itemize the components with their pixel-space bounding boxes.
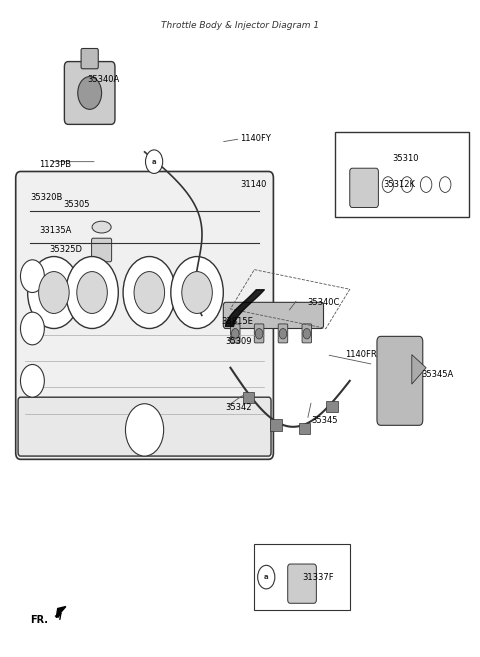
Text: 35340C: 35340C — [307, 298, 339, 307]
FancyBboxPatch shape — [302, 324, 312, 343]
Text: 1140FR: 1140FR — [345, 350, 377, 359]
FancyBboxPatch shape — [278, 324, 288, 343]
Text: 33815E: 33815E — [221, 317, 253, 327]
Bar — [254, 545, 350, 610]
Circle shape — [279, 328, 287, 339]
Text: a: a — [264, 574, 268, 580]
Text: 31140: 31140 — [240, 180, 266, 189]
Bar — [336, 132, 469, 217]
Text: 31337F: 31337F — [302, 573, 334, 581]
Circle shape — [382, 177, 394, 193]
Circle shape — [66, 256, 118, 328]
Circle shape — [28, 256, 80, 328]
Text: 35345A: 35345A — [421, 370, 454, 379]
Bar — [326, 401, 337, 413]
Text: 33135A: 33135A — [39, 226, 72, 235]
Circle shape — [21, 312, 44, 345]
FancyBboxPatch shape — [230, 324, 240, 343]
Circle shape — [145, 150, 163, 173]
Text: 1123PB: 1123PB — [39, 160, 72, 170]
Circle shape — [125, 404, 164, 456]
Circle shape — [303, 328, 311, 339]
FancyBboxPatch shape — [254, 324, 264, 343]
FancyBboxPatch shape — [223, 302, 324, 328]
FancyBboxPatch shape — [18, 397, 271, 456]
Circle shape — [171, 256, 223, 328]
Bar — [299, 422, 310, 434]
Circle shape — [440, 177, 451, 193]
Text: 35342: 35342 — [226, 403, 252, 411]
Text: 35312K: 35312K — [383, 180, 415, 189]
Text: a: a — [152, 159, 156, 165]
Text: 35320B: 35320B — [30, 193, 62, 202]
Text: 35310: 35310 — [393, 154, 419, 163]
FancyBboxPatch shape — [16, 171, 274, 459]
FancyBboxPatch shape — [288, 564, 316, 603]
Circle shape — [78, 77, 102, 109]
Text: FR.: FR. — [30, 615, 48, 625]
Polygon shape — [412, 355, 426, 384]
Ellipse shape — [92, 221, 111, 233]
Text: 1140FY: 1140FY — [240, 134, 271, 143]
Circle shape — [231, 328, 239, 339]
Circle shape — [258, 565, 275, 589]
Text: 35340A: 35340A — [87, 76, 120, 84]
Circle shape — [77, 271, 108, 313]
Circle shape — [255, 328, 263, 339]
Circle shape — [401, 177, 413, 193]
Circle shape — [182, 271, 212, 313]
Text: Throttle Body & Injector Diagram 1: Throttle Body & Injector Diagram 1 — [161, 21, 319, 30]
FancyBboxPatch shape — [64, 62, 115, 124]
Circle shape — [134, 271, 165, 313]
Bar — [242, 392, 254, 403]
Circle shape — [38, 271, 69, 313]
Circle shape — [21, 260, 44, 292]
Text: 35345: 35345 — [312, 416, 338, 424]
Text: 35309: 35309 — [226, 337, 252, 346]
Polygon shape — [56, 606, 66, 618]
FancyBboxPatch shape — [92, 238, 112, 261]
Text: 35325D: 35325D — [49, 246, 82, 254]
Text: 35305: 35305 — [63, 200, 90, 209]
FancyBboxPatch shape — [350, 168, 378, 208]
Circle shape — [123, 256, 176, 328]
Circle shape — [21, 365, 44, 397]
Circle shape — [420, 177, 432, 193]
Bar — [270, 419, 281, 431]
FancyBboxPatch shape — [377, 336, 423, 425]
FancyBboxPatch shape — [81, 49, 98, 69]
